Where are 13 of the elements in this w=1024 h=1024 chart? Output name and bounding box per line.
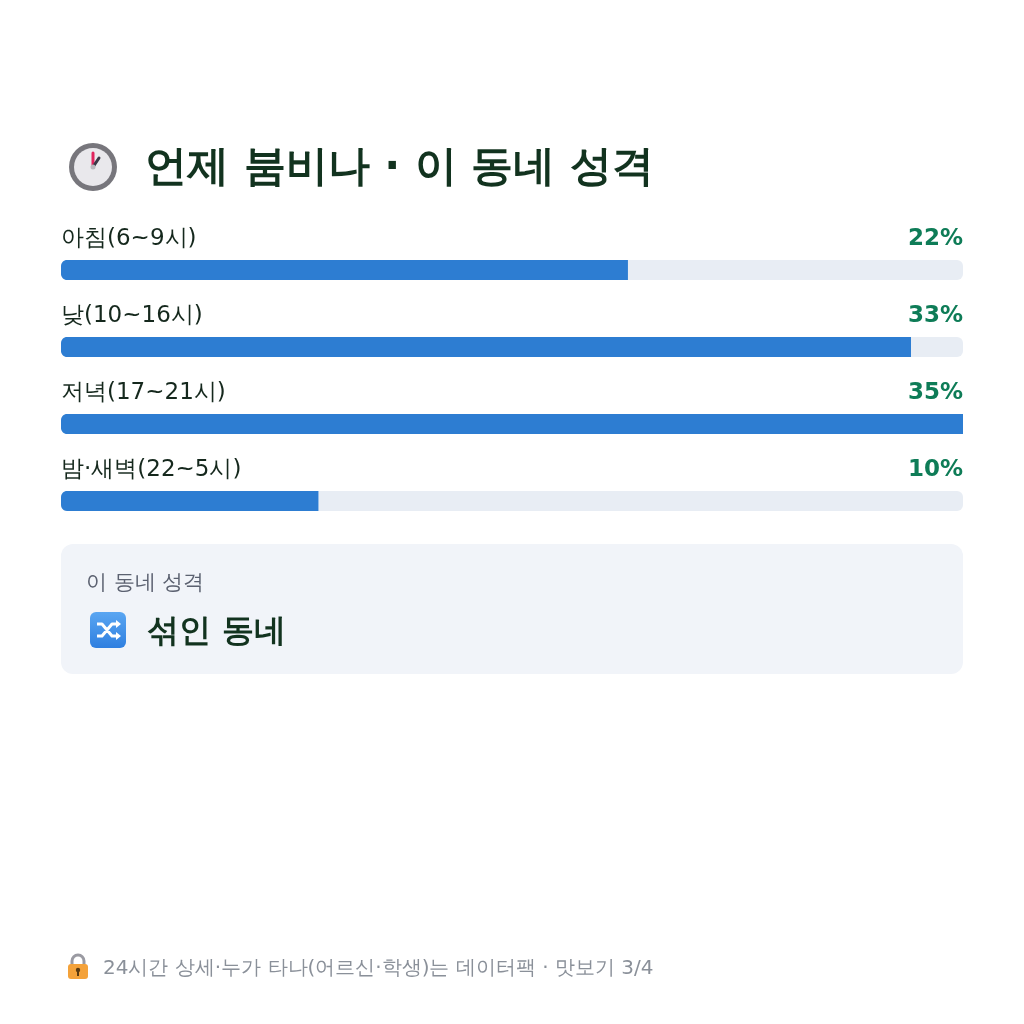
data-label: 33% bbox=[907, 301, 963, 327]
data-label: 10% bbox=[907, 455, 963, 481]
data-label: 22% bbox=[907, 224, 963, 250]
y-tick-label: 저녁(17~21시) bbox=[61, 378, 226, 404]
text: 이 동네 성격 bbox=[86, 569, 205, 596]
text: 섞인 동네 bbox=[147, 610, 287, 650]
bar bbox=[61, 414, 963, 434]
y-tick-label: 낮(10~16시) bbox=[61, 301, 203, 327]
chart-title: 언제 붐비나 · 이 동네 성격 bbox=[145, 141, 655, 190]
y-tick-label: 아침(6~9시) bbox=[61, 224, 197, 250]
y-tick-label: 밤·새벽(22~5시) bbox=[61, 455, 242, 481]
data-label: 35% bbox=[907, 378, 963, 404]
text: 24시간 상세·누가 타나(어르신·학생)는 데이터팩 · 맛보기 3/4 bbox=[103, 954, 654, 981]
